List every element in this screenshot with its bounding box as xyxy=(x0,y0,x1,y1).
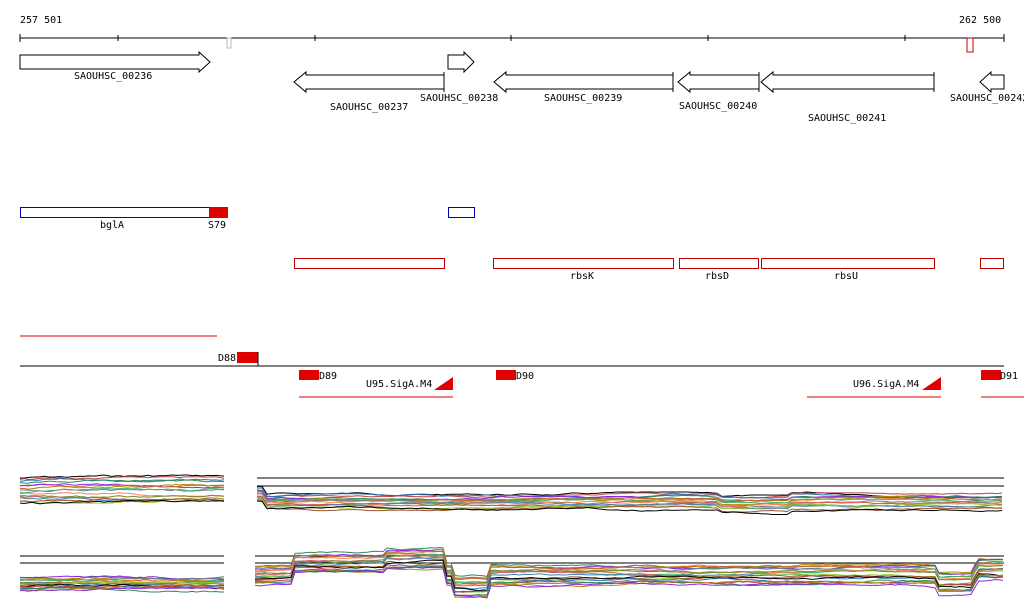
expression-track-1 xyxy=(19,474,1004,515)
feature-label: bglA xyxy=(100,220,124,231)
promoter-marker[interactable] xyxy=(922,377,941,390)
gene-label: SAOUHSC_00240 xyxy=(679,101,757,112)
gene-arrow[interactable] xyxy=(19,50,211,74)
profile-line xyxy=(254,559,1004,592)
profile-line xyxy=(19,587,224,593)
gene-arrow[interactable] xyxy=(293,70,445,94)
promoter-label: U96.SigA.M4 xyxy=(853,379,919,390)
profile-line xyxy=(256,499,1003,513)
feature-label: rbsD xyxy=(705,271,729,282)
segment-label: D90 xyxy=(516,371,534,382)
ruler-gap-marker xyxy=(226,37,232,49)
profile-line xyxy=(254,566,1004,599)
gene-label: SAOUHSC_00241 xyxy=(808,113,886,124)
gene-label: SAOUHSC_00242 xyxy=(950,93,1024,104)
gene-label: SAOUHSC_00236 xyxy=(74,71,152,82)
feature-box-red[interactable] xyxy=(761,258,935,269)
promoter-label: U95.SigA.M4 xyxy=(366,379,432,390)
segment-label: D88 xyxy=(218,353,236,364)
profile-line xyxy=(19,474,225,479)
profile-line xyxy=(254,556,1003,587)
gene-label: SAOUHSC_00237 xyxy=(330,102,408,113)
segment-track: D88 D89 D90 D91 U95.SigA.M4 U96.SigA.M4 xyxy=(20,335,1024,398)
gene-arrow[interactable] xyxy=(760,70,935,94)
segment-box[interactable] xyxy=(299,370,319,380)
segment-box[interactable] xyxy=(496,370,516,380)
profile-line xyxy=(19,488,225,494)
gene-arrow[interactable] xyxy=(677,70,760,94)
feature-label: rbsU xyxy=(834,271,858,282)
profile-line xyxy=(256,492,1003,504)
profile-line xyxy=(19,476,225,480)
profile-line xyxy=(19,494,225,499)
gene-track: SAOUHSC_00236 SAOUHSC_00237 SAOUHSC_0023… xyxy=(19,50,1024,124)
feature-box-red[interactable] xyxy=(294,258,445,269)
profile-line xyxy=(19,499,225,505)
profile-line xyxy=(256,487,1003,499)
profile-line xyxy=(19,498,225,503)
feature-box-red[interactable] xyxy=(493,258,674,269)
annotation-track: bglA S79 rbsK rbsD rbsU xyxy=(20,207,1004,282)
expression-track-2 xyxy=(19,547,1004,599)
feature-label: rbsK xyxy=(570,271,594,282)
feature-box-blue[interactable] xyxy=(448,207,475,218)
profile-line xyxy=(256,495,1003,509)
gene-label: SAOUHSC_00239 xyxy=(544,93,622,104)
segment-box[interactable] xyxy=(237,352,258,363)
segment-label: D91 xyxy=(1000,371,1018,382)
feature-box-blue[interactable] xyxy=(20,207,210,218)
ruler-region-marker xyxy=(966,37,974,53)
gene-arrow[interactable] xyxy=(979,70,1005,94)
profile-line xyxy=(256,492,1003,503)
promoter-marker[interactable] xyxy=(434,377,453,390)
gene-label: SAOUHSC_00238 xyxy=(420,93,498,104)
segment-label: D89 xyxy=(319,371,337,382)
profile-lines xyxy=(19,474,1003,515)
profile-line xyxy=(20,484,224,490)
profile-line xyxy=(19,578,225,585)
ruler-end-label: 262 500 xyxy=(959,15,1001,26)
feature-label: S79 xyxy=(208,220,226,231)
profile-line xyxy=(19,479,225,484)
gene-arrow[interactable] xyxy=(493,70,674,94)
feature-box-red[interactable] xyxy=(679,258,759,269)
gene-arrow[interactable] xyxy=(447,50,475,74)
ruler-start-label: 257 501 xyxy=(20,15,62,26)
feature-box-red[interactable] xyxy=(980,258,1004,269)
feature-box-red-filled[interactable] xyxy=(209,207,228,218)
profile-line xyxy=(19,581,225,585)
profile-lines xyxy=(19,547,1004,599)
profile-line xyxy=(20,587,224,592)
coordinate-ruler: 257 501 262 500 xyxy=(19,15,1005,53)
profile-line xyxy=(256,500,1003,515)
profile-line xyxy=(255,547,1004,577)
segment-box[interactable] xyxy=(981,370,1001,380)
profile-line xyxy=(20,577,225,581)
profile-line xyxy=(256,498,1003,510)
profile-line xyxy=(254,554,1004,585)
